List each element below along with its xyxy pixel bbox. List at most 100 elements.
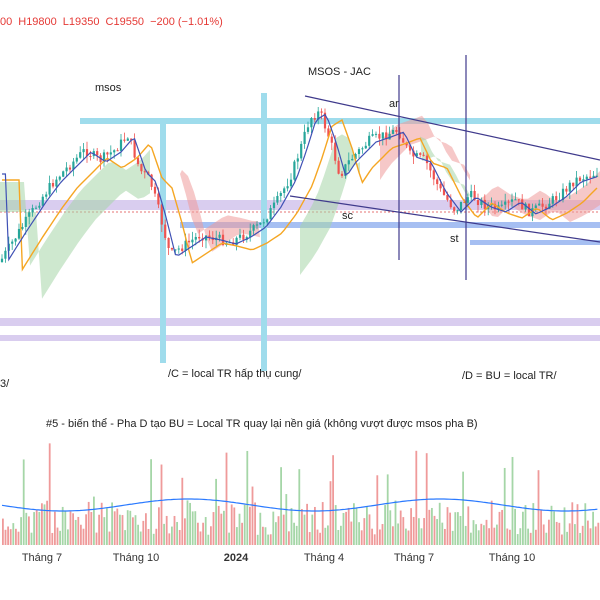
volume-bar	[33, 512, 35, 545]
volume-bar	[381, 524, 384, 545]
candle-body	[585, 176, 588, 180]
volume-bar	[532, 503, 535, 545]
candle-body	[24, 216, 27, 228]
volume-bar	[59, 530, 61, 545]
volume-bar	[152, 533, 155, 545]
candle-body	[96, 151, 99, 156]
candle-body	[140, 164, 143, 172]
x-tick-label: Tháng 10	[488, 552, 536, 564]
volume-bar	[428, 509, 431, 545]
volume-bar	[571, 502, 574, 545]
candle-body	[300, 143, 303, 159]
volume-bar	[566, 531, 568, 545]
candle-body	[153, 186, 157, 194]
candle-body	[283, 188, 286, 194]
volume-bar	[368, 514, 371, 545]
volume-bar	[254, 502, 256, 545]
candle-body	[442, 188, 446, 195]
candle-body	[483, 199, 486, 209]
candle-body	[330, 136, 333, 143]
candle-body	[317, 111, 320, 120]
volume-bar	[483, 525, 485, 545]
candle-body	[310, 118, 313, 128]
volume-bar	[579, 532, 581, 545]
ohlc-low: L19350	[62, 16, 100, 28]
volume-bar	[38, 511, 41, 545]
volume-bar	[77, 516, 80, 545]
volume-bar	[129, 510, 132, 545]
candle-body	[432, 170, 435, 180]
candle-body	[170, 247, 174, 250]
volume-bar	[542, 524, 545, 545]
volume-bar	[584, 503, 587, 545]
candle-body	[395, 130, 398, 132]
volume-bar	[535, 529, 537, 545]
candle-body	[351, 158, 354, 161]
volume-bar	[444, 528, 446, 545]
volume-bar	[337, 529, 340, 545]
volume-bar	[267, 534, 269, 545]
volume-bar	[139, 531, 142, 545]
volume-bar	[540, 509, 542, 545]
volume-bar	[35, 510, 38, 545]
candle-body	[51, 182, 55, 187]
volume-bar	[137, 524, 139, 545]
volume-bar	[67, 529, 69, 545]
candle-body	[340, 173, 344, 176]
candle-body	[422, 154, 425, 156]
volume-bar	[355, 508, 358, 545]
volume-bar	[225, 452, 228, 545]
candle-body	[361, 148, 364, 150]
volume-bar	[431, 507, 433, 545]
candle-body	[449, 199, 452, 208]
volume-bar	[316, 529, 319, 545]
volume-bar	[340, 525, 342, 545]
blue-zone-right	[470, 240, 600, 245]
volume-bar	[438, 502, 441, 545]
volume-bar	[80, 524, 82, 545]
ohlc-readout: 00 H19800 L19350 C19550 −200 (−1.01%)	[0, 16, 229, 28]
candle-body	[262, 222, 265, 224]
candle-body	[4, 250, 7, 259]
candle-body	[565, 188, 568, 192]
phase-b-label: 3/	[0, 378, 10, 390]
volume-bar	[207, 534, 210, 545]
candle-body	[177, 248, 180, 250]
volume-bar	[527, 528, 529, 545]
volume-bar	[451, 530, 454, 545]
volume-bar	[41, 503, 43, 545]
volume-bar	[407, 530, 410, 545]
volume-bar	[87, 501, 90, 545]
candle-body	[194, 236, 197, 240]
volume-bar	[121, 515, 124, 545]
volume-bar	[514, 508, 516, 545]
volume-bar	[72, 513, 74, 545]
candle-body	[578, 177, 582, 181]
volume-bar	[415, 450, 418, 545]
candle-body	[191, 239, 194, 243]
candle-body	[55, 179, 58, 187]
volume-bar	[184, 518, 186, 545]
volume-bar	[178, 530, 181, 545]
volume-bar	[163, 523, 165, 545]
candle-body	[521, 199, 524, 210]
volume-bar	[472, 520, 475, 545]
volume-bar	[98, 514, 100, 545]
candles	[0, 106, 599, 263]
candle-body	[568, 182, 571, 192]
candle-body	[388, 133, 391, 140]
volume-bar	[314, 506, 316, 545]
volume-bar	[321, 502, 324, 545]
phase-c-label: /C = local TR hấp thụ cung/	[168, 368, 302, 380]
candle-body	[181, 248, 184, 251]
blue-zone	[180, 222, 600, 228]
purple-zone-lower-1	[0, 318, 600, 326]
volume-bar	[233, 507, 236, 545]
candle-body	[17, 228, 21, 239]
ohlc-high: H19800	[18, 16, 57, 28]
candle-body	[167, 237, 170, 248]
volume-bar	[197, 522, 199, 545]
candle-body	[561, 188, 565, 200]
candle-body	[381, 132, 384, 139]
